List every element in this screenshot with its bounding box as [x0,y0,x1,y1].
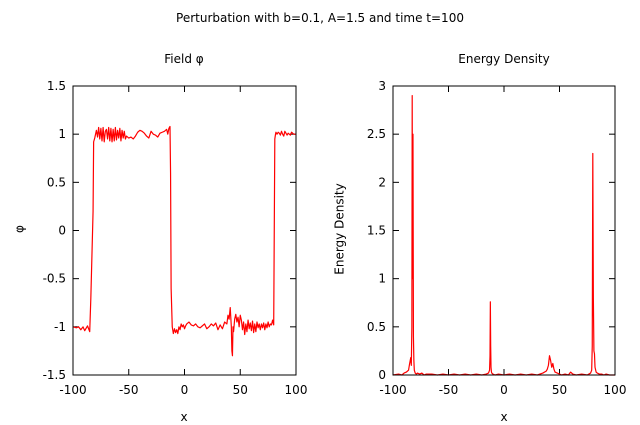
y-tick-label: 3 [378,79,386,93]
y-tick-label: 0.5 [367,320,386,334]
y-tick-label: 0.5 [47,175,66,189]
y-tick-label: 1.5 [367,224,386,238]
y-tick-label: 2 [378,175,386,189]
y-tick-label: 1.5 [47,79,66,93]
series-line-phi [72,125,296,357]
x-tick-label: -50 [119,383,139,397]
x-tick-label: 50 [233,383,248,397]
figure-title: Perturbation with b=0.1, A=1.5 and time … [176,11,464,25]
y-tick-label: 2.5 [367,127,386,141]
x-tick-label: -50 [439,383,459,397]
y-tick-label: -1.5 [43,368,66,382]
x-tick-label: 0 [181,383,189,397]
y-tick-label: -1 [54,320,66,334]
y-tick-label: 0 [58,224,66,238]
field-phi-chart: Field φ x φ -100 -50 0 50 100 -1.5 -1 -0.5 0 0.5 1… [13,52,308,424]
chart-title: Energy Density [458,52,549,66]
x-tick-label: 50 [552,383,567,397]
y-axis-label: Energy Density [333,183,347,274]
x-tick-label: 100 [604,383,627,397]
axis-ticks: -100 -50 0 50 100 0 0.5 1 1.5 2 2.5 3 [367,79,627,397]
y-axis-label: φ [13,225,27,233]
x-tick-label: 0 [500,383,508,397]
x-tick-label: -100 [379,383,406,397]
x-axis-label: x [500,410,507,424]
x-tick-label: -100 [59,383,86,397]
y-tick-label: 0 [378,368,386,382]
x-axis-label: x [180,410,187,424]
series-group [72,125,296,357]
y-tick-label: -0.5 [43,272,66,286]
x-tick-label: 100 [285,383,308,397]
plot-frame [72,85,297,376]
energy-density-chart: Energy Density x Energy Density -100 -50 0… [333,52,627,424]
plot-frame [392,85,616,376]
y-tick-label: 1 [378,272,386,286]
y-tick-label: 1 [58,127,66,141]
chart-title: Field φ [164,52,204,66]
